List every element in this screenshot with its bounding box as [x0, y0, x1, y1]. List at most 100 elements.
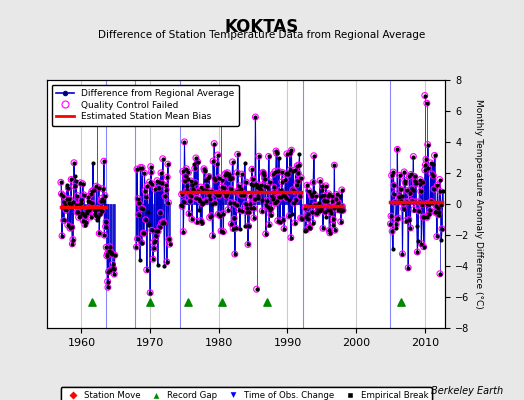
- Point: [332, 196, 340, 202]
- Point: [147, 169, 156, 175]
- Point: [403, 199, 412, 206]
- Point: [432, 203, 441, 210]
- Point: [58, 233, 66, 239]
- Point: [424, 211, 433, 217]
- Point: [198, 200, 206, 207]
- Point: [103, 253, 111, 259]
- Point: [60, 199, 69, 205]
- Point: [93, 206, 102, 212]
- Point: [335, 202, 343, 209]
- Point: [199, 199, 208, 206]
- Point: [229, 225, 237, 232]
- Point: [303, 182, 311, 188]
- Point: [307, 193, 315, 200]
- Point: [292, 197, 300, 203]
- Point: [155, 185, 163, 191]
- Point: [206, 196, 214, 202]
- Point: [192, 195, 201, 202]
- Point: [103, 251, 112, 257]
- Point: [266, 178, 274, 185]
- Point: [213, 152, 222, 158]
- Point: [290, 188, 299, 194]
- Point: [402, 217, 410, 224]
- Point: [143, 267, 151, 273]
- Point: [272, 148, 280, 154]
- Point: [212, 190, 220, 197]
- Point: [287, 147, 296, 153]
- Point: [436, 270, 444, 277]
- Point: [304, 216, 312, 222]
- Point: [409, 153, 418, 160]
- Point: [231, 251, 239, 257]
- Point: [417, 240, 425, 247]
- Point: [436, 202, 445, 208]
- Point: [196, 198, 204, 204]
- Point: [221, 171, 229, 178]
- Point: [234, 188, 243, 194]
- Point: [92, 183, 101, 189]
- Point: [177, 202, 185, 208]
- Point: [339, 207, 347, 214]
- Point: [163, 161, 172, 167]
- Point: [145, 220, 153, 227]
- Point: [252, 181, 260, 187]
- Point: [269, 184, 278, 190]
- Point: [313, 210, 321, 217]
- Point: [430, 152, 439, 159]
- Point: [293, 178, 302, 184]
- Point: [187, 193, 195, 199]
- Point: [244, 241, 252, 248]
- Point: [294, 170, 302, 177]
- Point: [217, 184, 226, 190]
- Point: [279, 217, 287, 223]
- Point: [334, 200, 343, 206]
- Point: [156, 224, 164, 230]
- Point: [277, 187, 285, 193]
- Point: [148, 181, 157, 188]
- Point: [321, 209, 330, 215]
- Point: [255, 153, 263, 160]
- Point: [255, 153, 263, 160]
- Point: [396, 172, 404, 178]
- Point: [336, 218, 345, 225]
- Point: [392, 216, 401, 222]
- Point: [271, 168, 279, 175]
- Text: Difference of Station Temperature Data from Regional Average: Difference of Station Temperature Data f…: [99, 30, 425, 40]
- Point: [406, 225, 414, 231]
- Point: [215, 174, 223, 181]
- Point: [187, 178, 195, 184]
- Point: [222, 170, 230, 177]
- Point: [287, 234, 295, 241]
- Point: [281, 171, 290, 177]
- Point: [390, 190, 399, 197]
- Point: [231, 251, 239, 257]
- Point: [333, 203, 342, 210]
- Point: [276, 219, 284, 225]
- Point: [241, 222, 249, 229]
- Point: [397, 186, 405, 193]
- Point: [412, 222, 421, 229]
- Point: [260, 172, 268, 178]
- Point: [64, 185, 72, 191]
- Point: [271, 200, 280, 207]
- Point: [318, 183, 326, 190]
- Point: [329, 216, 337, 222]
- Point: [108, 251, 116, 258]
- Point: [217, 120, 225, 126]
- Point: [235, 182, 244, 189]
- Point: [411, 178, 419, 184]
- Point: [96, 206, 105, 212]
- Point: [94, 184, 103, 191]
- Point: [261, 183, 269, 189]
- Point: [237, 192, 245, 198]
- Point: [218, 177, 226, 183]
- Point: [148, 181, 157, 188]
- Point: [268, 192, 276, 199]
- Point: [105, 244, 114, 250]
- Point: [69, 236, 77, 243]
- Point: [242, 201, 250, 207]
- Point: [82, 219, 90, 225]
- Point: [189, 186, 197, 192]
- Point: [318, 183, 326, 190]
- Point: [336, 192, 344, 199]
